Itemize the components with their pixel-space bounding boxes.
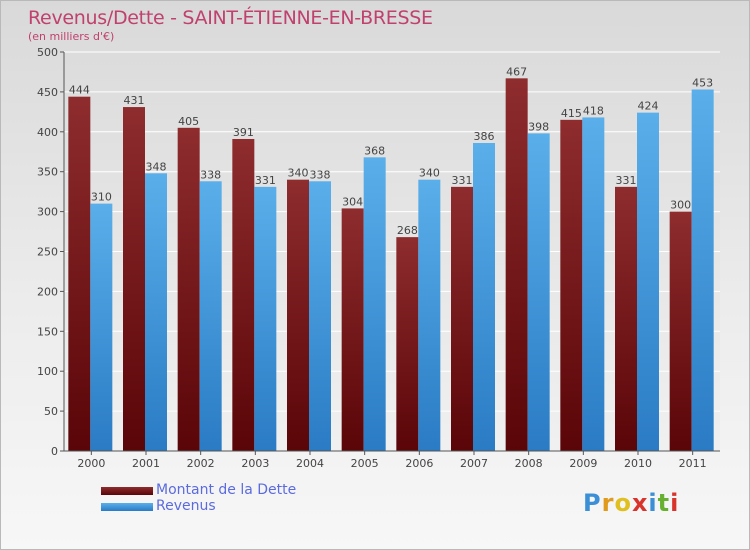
y-tick-label: 400 — [37, 126, 58, 139]
logo-letter: x — [631, 489, 649, 517]
value-label-revenus: 340 — [419, 167, 440, 180]
bar-dette — [615, 186, 637, 451]
proxiti-logo: Proxiti — [583, 489, 679, 517]
value-label-revenus: 368 — [364, 144, 385, 157]
bar-revenus — [691, 89, 714, 452]
x-tick-label: 2007 — [460, 457, 488, 470]
chart-subtitle: (en milliers d'€) — [28, 30, 115, 43]
bar-dette — [396, 237, 419, 451]
logo-letter: i — [670, 489, 680, 517]
value-label-dette: 331 — [616, 174, 637, 187]
x-tick-label: 2008 — [515, 457, 543, 470]
value-label-revenus: 338 — [200, 168, 221, 181]
value-label-revenus: 418 — [583, 104, 604, 117]
value-label-revenus: 398 — [528, 120, 549, 133]
y-tick-label: 200 — [37, 285, 58, 298]
x-tick-label: 2004 — [296, 457, 324, 470]
bar-revenus — [145, 173, 167, 451]
y-tick-label: 350 — [37, 166, 58, 179]
value-label-dette: 304 — [342, 195, 363, 208]
y-tick-label: 300 — [37, 206, 58, 219]
x-tick-label: 2005 — [351, 457, 379, 470]
value-label-dette: 444 — [69, 84, 90, 97]
y-tick-label: 50 — [44, 405, 58, 418]
bar-revenus — [363, 157, 386, 451]
x-tick-label: 2011 — [679, 457, 707, 470]
x-tick-label: 2003 — [241, 457, 269, 470]
legend-label-revenus: Revenus — [156, 498, 216, 514]
logo-letter: i — [648, 489, 658, 517]
x-tick-label: 2001 — [132, 457, 160, 470]
bar-dette — [68, 96, 91, 452]
bar-dette — [177, 127, 200, 451]
y-tick-label: 150 — [37, 325, 58, 338]
value-label-revenus: 338 — [310, 168, 331, 181]
bar-revenus — [254, 186, 277, 451]
value-label-dette: 268 — [397, 224, 418, 237]
legend-swatch-dette — [101, 487, 153, 495]
bar-dette — [341, 208, 364, 451]
x-tick-label: 2000 — [77, 457, 105, 470]
value-label-dette: 340 — [288, 167, 309, 180]
bar-revenus — [527, 133, 550, 451]
bar-dette — [123, 107, 145, 451]
bar-revenus — [637, 112, 659, 451]
value-label-dette: 331 — [452, 174, 473, 187]
bar-revenus — [199, 181, 222, 451]
y-tick-label: 100 — [37, 365, 58, 378]
value-label-revenus: 386 — [474, 130, 495, 143]
x-tick-label: 2006 — [405, 457, 433, 470]
value-label-dette: 415 — [561, 107, 582, 120]
value-label-dette: 300 — [670, 199, 691, 212]
bar-revenus — [90, 203, 113, 451]
logo-letter: o — [614, 489, 632, 517]
logo-letter: P — [583, 489, 602, 517]
y-tick-label: 250 — [37, 246, 58, 259]
bar-dette — [505, 78, 528, 452]
value-label-dette: 405 — [178, 115, 199, 128]
bar-dette — [287, 179, 309, 451]
x-tick-label: 2002 — [187, 457, 215, 470]
y-tick-label: 450 — [37, 86, 58, 99]
value-label-revenus: 348 — [146, 160, 167, 173]
chart-title: Revenus/Dette - SAINT-ÉTIENNE-EN-BRESSE — [28, 7, 433, 29]
value-label-revenus: 424 — [638, 100, 659, 113]
bar-chart: 0 50 100 150 200 250 300 350 400 450 500 444 310 2000… — [37, 46, 720, 470]
value-label-dette: 431 — [124, 94, 145, 107]
bar-dette — [560, 119, 583, 451]
value-label-revenus: 331 — [255, 174, 276, 187]
x-tick-label: 2009 — [569, 457, 597, 470]
value-label-revenus: 310 — [91, 191, 112, 204]
value-label-revenus: 453 — [692, 77, 713, 90]
logo-letter: r — [601, 489, 615, 517]
bar-revenus — [309, 181, 331, 451]
bar-dette — [451, 186, 473, 451]
bar-revenus — [582, 117, 605, 451]
value-label-dette: 391 — [233, 126, 254, 139]
bar-dette — [669, 211, 692, 451]
bar-revenus — [418, 179, 441, 451]
logo-letter: t — [657, 489, 671, 517]
bar-revenus — [473, 142, 495, 452]
x-tick-label: 2010 — [624, 457, 652, 470]
value-label-dette: 467 — [506, 65, 527, 78]
legend-label-dette: Montant de la Dette — [156, 482, 297, 498]
legend-swatch-revenus — [101, 503, 153, 511]
bar-dette — [232, 138, 255, 451]
y-tick-label: 500 — [37, 46, 58, 59]
y-tick-label: 0 — [51, 445, 58, 458]
